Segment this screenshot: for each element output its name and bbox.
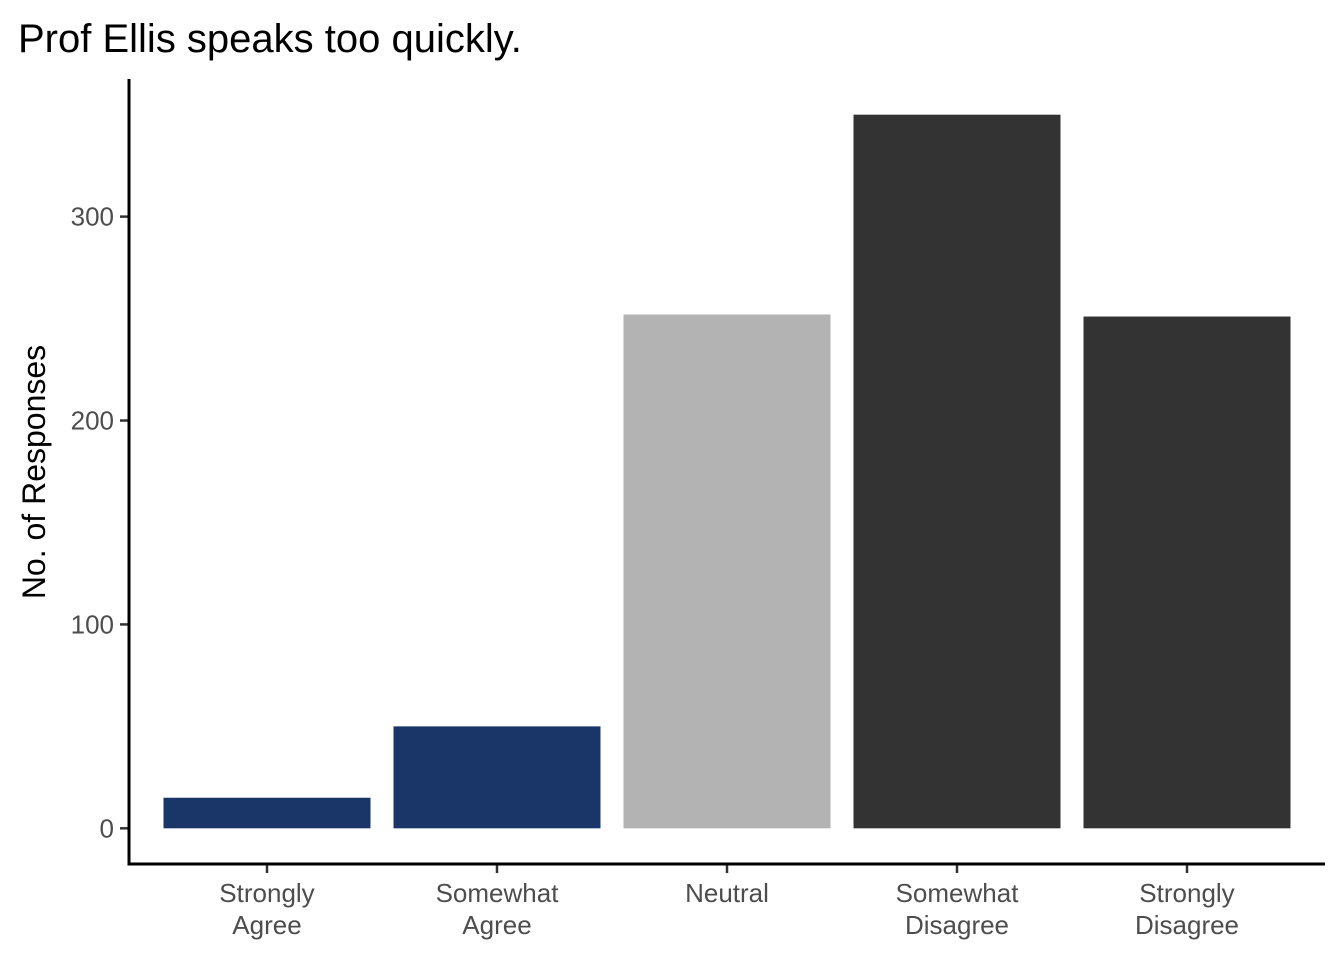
x-tick-label-1: Somewhat Agree [436,878,560,940]
x-tick-label-line: Somewhat [436,878,560,908]
x-tick-label-line: Agree [462,910,531,940]
bar-0 [163,797,371,829]
chart-title: Prof Ellis speaks too quickly. [18,17,522,61]
x-tick-label-2: Neutral [685,878,769,908]
bar-1 [393,726,601,829]
bar-3 [853,114,1061,829]
x-tick-label-0: Strongly Agree [219,878,314,940]
x-tick-label-4: Strongly Disagree [1135,878,1239,940]
bar-4 [1083,316,1291,829]
y-axis-ticks: 0 100 200 300 [71,202,129,843]
x-tick-label-line: Disagree [1135,910,1239,940]
y-tick-label-0: 0 [100,813,114,843]
bars-group [163,114,1291,829]
y-tick-label-3: 300 [71,202,114,232]
x-tick-label-line: Strongly [1139,878,1234,908]
y-tick-label-2: 200 [71,406,114,436]
bar-2 [623,314,831,829]
x-tick-label-line: Neutral [685,878,769,908]
y-axis-label: No. of Responses [16,345,52,599]
x-tick-label-line: Disagree [905,910,1009,940]
x-tick-label-line: Agree [232,910,301,940]
x-tick-label-3: Somewhat Disagree [896,878,1020,940]
y-tick-label-1: 100 [71,609,114,639]
x-tick-label-line: Somewhat [896,878,1020,908]
x-tick-label-line: Strongly [219,878,314,908]
